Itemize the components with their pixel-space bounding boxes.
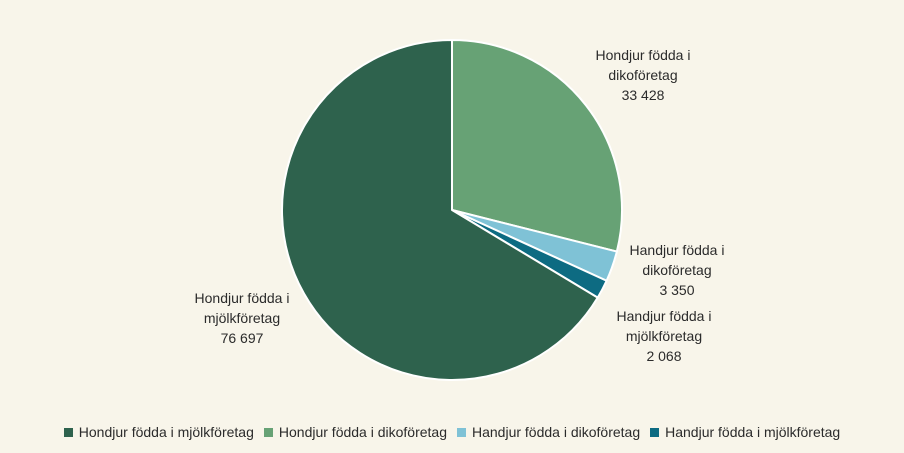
legend-item-handjur-diko: Handjur födda i dikoföretag <box>457 424 640 440</box>
slice-label-hondjur-diko: Hondjur födda i dikoföretag 33 428 <box>583 45 703 105</box>
label-value: 3 350 <box>659 282 695 298</box>
label-value: 33 428 <box>621 87 665 103</box>
legend-label: Handjur födda i dikoföretag <box>472 424 641 440</box>
legend-item-hondjur-mjolk: Hondjur födda i mjölkföretag <box>63 424 254 440</box>
legend-swatch <box>457 427 466 437</box>
chart-legend: Hondjur födda i mjölkföretag Hondjur föd… <box>0 424 904 440</box>
label-line-1: Hondjur födda i <box>194 290 290 306</box>
legend-label: Hondjur födda i dikoföretag <box>278 424 447 440</box>
label-value: 76 697 <box>220 330 264 346</box>
slice-hondjur-diko <box>451 39 623 253</box>
label-line-2: mjölkföretag <box>625 328 703 344</box>
legend-label: Hondjur födda i mjölkföretag <box>78 424 254 440</box>
label-line-2: dikoföretag <box>608 67 678 83</box>
label-line-1: Handjur födda i <box>629 242 725 258</box>
label-line-2: mjölkföretag <box>203 310 281 326</box>
label-line-1: Hondjur födda i <box>595 47 691 63</box>
slice-label-hondjur-mjolk: Hondjur födda i mjölkföretag 76 697 <box>183 288 301 348</box>
legend-label: Handjur födda i mjölkföretag <box>665 424 841 440</box>
legend-item-handjur-mjolk: Handjur födda i mjölkföretag <box>650 424 840 440</box>
slice-label-handjur-diko: Handjur födda i dikoföretag 3 350 <box>617 240 737 300</box>
label-line-1: Handjur födda i <box>616 308 712 324</box>
label-line-2: dikoföretag <box>642 262 712 278</box>
legend-item-hondjur-diko: Hondjur födda i dikoföretag <box>263 424 447 440</box>
legend-swatch <box>63 427 73 437</box>
legend-swatch <box>650 427 660 437</box>
legend-swatch <box>263 427 273 437</box>
label-value: 2 068 <box>646 348 682 364</box>
slice-hondjur-mjolk <box>281 39 599 381</box>
slice-label-handjur-mjolk: Handjur födda i mjölkföretag 2 068 <box>604 306 724 366</box>
